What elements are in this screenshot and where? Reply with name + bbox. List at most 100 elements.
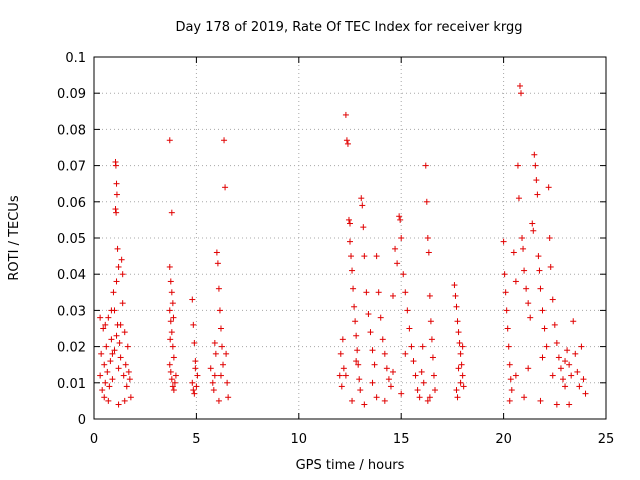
data-point <box>503 307 510 314</box>
data-point <box>214 260 221 267</box>
data-point <box>167 368 174 375</box>
data-point <box>512 372 519 379</box>
data-point <box>220 361 227 368</box>
data-point <box>116 339 123 346</box>
data-point <box>527 314 534 321</box>
data-point <box>113 209 120 216</box>
data-point <box>546 235 553 241</box>
data-point <box>416 394 423 401</box>
data-point <box>106 383 113 390</box>
data-point <box>215 397 222 404</box>
data-point <box>529 220 536 227</box>
data-point <box>119 300 126 307</box>
y-axis-label: ROTI / TECUs <box>7 195 22 280</box>
data-point <box>525 300 532 307</box>
data-point <box>523 285 530 292</box>
data-point <box>506 361 513 368</box>
data-point <box>427 318 434 325</box>
data-point <box>347 220 353 227</box>
data-point <box>534 191 541 198</box>
data-point <box>402 350 409 357</box>
data-point <box>377 314 384 321</box>
data-point <box>217 325 224 332</box>
data-point <box>549 296 556 303</box>
data-point <box>520 245 527 252</box>
data-point <box>340 365 347 372</box>
data-point <box>98 350 105 357</box>
data-point <box>211 372 218 379</box>
data-point <box>350 285 357 292</box>
data-point <box>455 329 462 336</box>
data-point <box>102 321 109 328</box>
data-point <box>381 350 388 357</box>
data-point <box>570 318 577 325</box>
data-point <box>192 358 199 365</box>
data-point <box>582 390 589 397</box>
data-point <box>532 162 539 169</box>
data-point <box>572 350 579 357</box>
data-point <box>385 376 392 383</box>
x-axis-label: GPS time / hours <box>296 458 405 473</box>
y-tick-label: 0.02 <box>57 341 86 356</box>
data-point <box>400 271 407 278</box>
data-point <box>537 285 544 292</box>
data-point <box>562 358 569 365</box>
data-point <box>369 347 376 354</box>
data-point <box>531 151 538 158</box>
data-point <box>361 253 368 260</box>
data-point <box>373 394 380 401</box>
data-point <box>525 365 532 372</box>
data-point <box>104 368 111 375</box>
data-point <box>105 314 112 321</box>
data-point <box>419 343 426 350</box>
data-point <box>123 383 130 390</box>
data-point <box>551 321 558 328</box>
data-point <box>559 376 566 383</box>
data-point <box>521 394 528 401</box>
data-point <box>541 325 548 332</box>
data-point <box>168 209 175 216</box>
data-point <box>508 387 515 394</box>
data-point <box>358 195 365 202</box>
data-point <box>539 307 546 314</box>
data-point <box>192 365 199 372</box>
data-point <box>210 387 217 394</box>
data-point <box>410 358 417 365</box>
data-point <box>518 90 525 97</box>
data-point <box>408 343 415 350</box>
data-point <box>356 376 363 383</box>
data-point <box>216 307 223 314</box>
data-point <box>126 376 133 383</box>
data-point <box>549 372 556 379</box>
data-point <box>504 325 511 332</box>
y-tick-label: 0.09 <box>57 87 86 102</box>
data-point <box>381 397 388 404</box>
data-point <box>562 383 569 390</box>
data-point <box>547 263 554 270</box>
data-point <box>360 224 367 231</box>
data-point <box>394 260 401 267</box>
data-point <box>354 347 361 354</box>
data-point <box>367 329 374 336</box>
data-point <box>167 318 174 325</box>
data-point <box>458 361 465 368</box>
data-point <box>169 383 176 390</box>
data-point <box>120 372 127 379</box>
data-point <box>114 245 121 252</box>
data-point <box>225 394 232 401</box>
data-point <box>113 332 120 339</box>
data-point <box>387 383 394 390</box>
data-point <box>124 343 131 350</box>
data-point <box>507 376 514 383</box>
data-point <box>167 278 174 285</box>
data-point <box>568 372 575 379</box>
data-point <box>108 307 115 314</box>
data-point <box>398 235 405 241</box>
data-point <box>453 387 460 394</box>
data-point <box>102 379 109 386</box>
data-point <box>118 256 125 263</box>
data-point <box>357 387 364 394</box>
x-tick-label: 20 <box>495 432 512 447</box>
